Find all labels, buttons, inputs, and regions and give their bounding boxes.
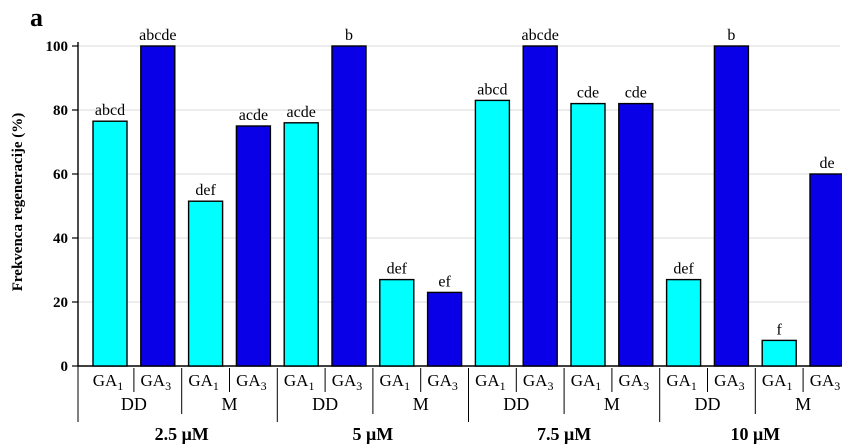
bar-data-label: def	[673, 261, 694, 278]
x-tick-label: GA3	[427, 371, 458, 393]
group-label: M	[221, 394, 237, 414]
bar-data-label: abcd	[95, 102, 125, 119]
bar	[713, 45, 750, 367]
bar-data-label: b	[727, 27, 735, 44]
bar-data-label: cde	[577, 85, 599, 102]
bar-data-label: def	[195, 182, 216, 199]
y-tick-label: 0	[61, 359, 69, 375]
concentration-label: 2.5 μM	[155, 424, 209, 444]
y-tick-label: 20	[53, 295, 68, 311]
bar-data-label: def	[387, 261, 408, 278]
bar-data-label: acde	[239, 107, 268, 124]
group-label: DD	[312, 394, 338, 414]
bar-data-label: de	[819, 155, 834, 172]
bar-data-label: ef	[438, 273, 451, 290]
bar	[187, 200, 224, 367]
bar	[331, 45, 367, 367]
bar	[140, 45, 176, 367]
group-label: M	[795, 394, 811, 414]
y-axis-label: Frekvenca regeneracije (%)	[10, 113, 26, 292]
group-label: M	[413, 394, 429, 414]
concentration-label: 5 μM	[353, 424, 394, 444]
bar	[92, 120, 128, 367]
x-tick-label: GA1	[666, 371, 697, 393]
bar-data-label: abcde	[139, 27, 176, 44]
bar-data-label: acde	[287, 104, 316, 121]
bar	[761, 339, 797, 367]
bar	[618, 102, 654, 367]
bar	[379, 278, 415, 367]
bar	[522, 45, 558, 367]
bar	[283, 122, 319, 367]
bar	[474, 99, 511, 367]
x-tick-label: GA1	[93, 371, 124, 393]
x-tick-label: GA1	[571, 371, 602, 393]
y-tick-label: 40	[53, 231, 68, 247]
bar-data-label: abcde	[522, 27, 559, 44]
panel-label: a	[30, 3, 43, 32]
group-label: DD	[503, 394, 529, 414]
x-tick-label: GA3	[714, 371, 745, 393]
x-tick-label: GA3	[141, 371, 172, 393]
x-tick-label: GA3	[523, 371, 554, 393]
concentration-label: 10 μM	[730, 424, 780, 444]
bar-data-label: b	[345, 27, 353, 44]
bar	[665, 278, 702, 367]
group-label: DD	[121, 394, 147, 414]
x-tick-label: GA3	[619, 371, 650, 393]
x-tick-label: GA1	[475, 371, 506, 393]
x-tick-label: GA3	[236, 371, 267, 393]
bar	[809, 173, 842, 367]
x-tick-label: GA1	[284, 371, 315, 393]
bar	[570, 102, 606, 367]
x-tick-label: GA3	[810, 371, 841, 393]
bar-data-label: cde	[625, 85, 647, 102]
bar	[426, 291, 463, 367]
y-tick-label: 100	[46, 39, 69, 55]
group-label: DD	[695, 394, 721, 414]
x-axis-labels: GA1 GA3 GA1 GA3 GA1 GA3 GA1 GA3 GA1 GA3 GA1 GA3 GA1 G…	[77, 366, 841, 444]
group-label: M	[604, 394, 620, 414]
bar-data-label: abcd	[477, 81, 507, 98]
bar-data-label: f	[777, 321, 783, 338]
y-tick-label: 80	[53, 103, 68, 119]
concentration-label: 7.5 μM	[537, 424, 591, 444]
x-tick-label: GA1	[188, 371, 219, 393]
x-tick-label: GA3	[332, 371, 363, 393]
x-tick-label: GA1	[380, 371, 411, 393]
y-tick-label: 60	[53, 167, 68, 183]
bar	[235, 125, 272, 367]
x-tick-label: GA1	[762, 371, 793, 393]
